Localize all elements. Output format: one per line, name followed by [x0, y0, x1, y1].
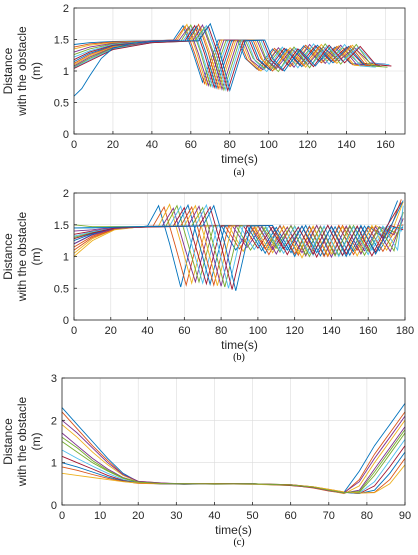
panel-c-x-tick-label: 80 — [361, 510, 373, 522]
panel-b-x-axis-label: time(s) — [221, 338, 258, 352]
panel-a-series-15-line — [73, 22, 332, 97]
panel-b-x-tick-label: 0 — [71, 325, 77, 337]
panel-c-y-tick-label: 3 — [51, 373, 57, 385]
panel-a-y-axis-label-line-1: Distance — [1, 47, 15, 94]
panel-a-x-tick-label: 120 — [298, 139, 316, 151]
panel-c-y-axis-label-line-2: with the obstacle — [15, 396, 29, 487]
panel-c-series-11-line — [61, 415, 406, 494]
panel-b-series-15-line — [74, 200, 404, 291]
panel-a-label: (a) — [233, 167, 244, 178]
panel-c-x-tick-label: 10 — [94, 510, 106, 522]
panel-c-series-3-line — [61, 420, 406, 495]
panel-b-x-tick-label: 160 — [359, 325, 377, 337]
panel-a-x-tick-label: 100 — [260, 139, 278, 151]
panel-a-y-tick-label: 1 — [63, 66, 69, 78]
panel-b-y-axis-label-line-2: with the obstacle — [15, 211, 29, 302]
panel-b-y-tick-label: 2 — [63, 188, 69, 200]
panel-b-y-tick-label: 0.5 — [54, 283, 69, 295]
panel-c-y-tick-label: 1 — [51, 458, 57, 470]
panel-b-x-tick-label: 40 — [141, 325, 153, 337]
panel-b-series-3-line — [73, 201, 404, 285]
panel-c-x-tick-label: 70 — [323, 510, 335, 522]
panel-b-chart: 0 20 40 60 80 100 120 140 160 180 0 0.5 1 1.5 2 time(s)… — [1, 188, 414, 352]
panel-b-y-axis-label-line-3: (m) — [29, 248, 43, 266]
panel-a-y-tick-label: 2 — [63, 3, 69, 15]
panel-c-x-tick-label: 20 — [132, 510, 144, 522]
panel-b-label: (b) — [233, 352, 245, 363]
panel-c-x-tick-label: 90 — [399, 510, 411, 522]
panel-b-y-tick-label: 1 — [63, 252, 69, 264]
panel-c-y-tick-label: 2 — [51, 415, 57, 427]
panel-c-y-axis-label-line-3: (m) — [29, 433, 43, 451]
panel-a-x-tick-label: 60 — [185, 139, 197, 151]
panel-b-x-tick-label: 60 — [178, 325, 190, 337]
panel-a-y-tick-label: 0 — [63, 129, 69, 141]
panel-a-chart: 0 20 40 60 80 100 120 140 160 0 0.5 1 1.5 2 time(s) Dis… — [1, 3, 406, 166]
panel-b-x-tick-label: 120 — [285, 325, 303, 337]
panel-c-x-tick-label: 0 — [59, 510, 65, 522]
panel-c-series-4-line — [61, 426, 406, 494]
panel-a-y-axis-label-line-2: with the obstacle — [15, 26, 29, 117]
panel-b-x-tick-label: 20 — [105, 325, 117, 337]
panel-a-y-tick-label: 0.5 — [54, 98, 69, 110]
panel-a-x-tick-label: 20 — [107, 139, 119, 151]
panel-c-x-tick-label: 50 — [246, 510, 258, 522]
panel-b-y-tick-label: 0 — [63, 315, 69, 327]
panel-b-x-tick-label: 100 — [249, 325, 267, 337]
panel-b-y-tick-label: 1.5 — [54, 220, 69, 232]
panel-a-x-tick-label: 80 — [224, 139, 236, 151]
panel-b-x-tick-label: 140 — [322, 325, 340, 337]
panel-a-x-axis-label: time(s) — [221, 152, 258, 166]
panel-a-x-tick-label: 40 — [146, 139, 158, 151]
panel-c-label: (c) — [233, 537, 244, 548]
panel-b-x-tick-label: 180 — [396, 325, 414, 337]
panel-c-chart: 0 10 20 30 40 50 60 70 80 90 0 1 2 3 time(s) Distance wi… — [1, 373, 411, 537]
panel-b-y-axis-label-line-1: Distance — [1, 233, 15, 280]
panel-a-y-tick-label: 1.5 — [54, 35, 69, 47]
panel-a-y-axis-label-line-3: (m) — [29, 62, 43, 80]
panel-c-x-tick-label: 40 — [208, 510, 220, 522]
panel-a-x-tick-label: 0 — [71, 139, 77, 151]
panel-c-x-tick-label: 60 — [285, 510, 297, 522]
panel-c-x-axis-label: time(s) — [215, 523, 252, 537]
panel-b-x-tick-label: 80 — [215, 325, 227, 337]
panel-c-series-12-line — [61, 429, 406, 494]
panel-c-series-2-line — [61, 411, 406, 494]
panel-c-y-tick-label: 0 — [51, 500, 57, 512]
panel-a-x-tick-label: 160 — [376, 139, 394, 151]
panel-c-plot-frame — [61, 377, 406, 506]
panel-c-y-axis-label-line-1: Distance — [1, 418, 15, 465]
panel-c-series-7-line — [61, 445, 406, 495]
panel-c-x-tick-label: 30 — [170, 510, 182, 522]
panel-a-x-tick-label: 140 — [337, 139, 355, 151]
